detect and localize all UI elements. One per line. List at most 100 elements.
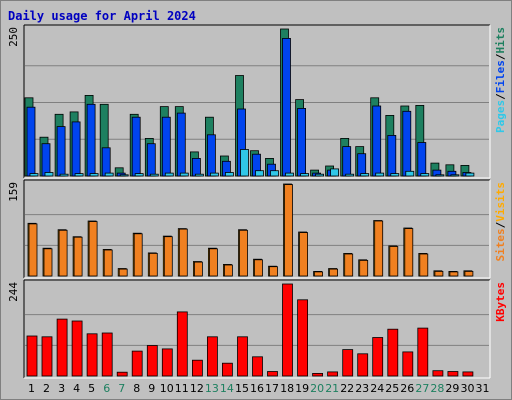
legend-item: / [494, 53, 507, 60]
bar-pages-day-9 [149, 173, 159, 177]
bar-files-day-1 [26, 106, 36, 177]
bar-pages-day-27 [420, 173, 430, 177]
bar-files-day-4 [71, 121, 81, 177]
bar-sites-day-11 [178, 228, 188, 277]
legend-item: / [494, 221, 507, 228]
panel-max-label: 250 [7, 27, 20, 47]
bar-sites-day-10 [163, 236, 173, 277]
x-tick-label: 7 [118, 382, 125, 395]
x-tick-label: 1 [28, 382, 35, 395]
x-tick-label: 23 [355, 382, 369, 395]
x-tick-label: 24 [370, 382, 384, 395]
x-tick-label: 4 [73, 382, 80, 395]
panel-max-label: 159 [7, 182, 20, 202]
bar-files-day-19 [297, 108, 307, 177]
bar-pages-day-24 [375, 172, 385, 177]
x-tick-label: 16 [250, 382, 264, 395]
bar-kbytes-day-29 [447, 371, 459, 377]
bar-kbytes-day-3 [56, 318, 68, 377]
bar-sites-day-18 [284, 184, 293, 277]
bar-pages-day-15 [240, 149, 249, 177]
bar-files-day-24 [372, 105, 382, 177]
bar-kbytes-day-28 [432, 370, 444, 377]
bar-sites-day-3 [58, 229, 68, 277]
bar-sites-day-12 [193, 261, 203, 277]
bar-sites-day-1 [28, 223, 38, 277]
bar-kbytes-day-15 [237, 336, 248, 377]
bar-files-day-10 [161, 116, 171, 177]
bar-files-day-25 [387, 134, 397, 177]
panel-legend: Pages/Files/Hits [494, 27, 507, 133]
bar-kbytes-day-8 [131, 350, 143, 377]
bar-files-day-2 [41, 143, 51, 177]
x-tick-label: 26 [400, 382, 414, 395]
bar-sites-day-30 [464, 270, 474, 277]
x-tick-label: 29 [445, 382, 459, 395]
bar-kbytes-day-20 [312, 372, 324, 377]
bar-pages-day-3 [59, 173, 69, 177]
bar-sites-day-27 [419, 253, 429, 277]
bar-sites-day-20 [314, 271, 324, 277]
x-tick-label: 31 [476, 382, 490, 395]
bar-sites-day-7 [118, 268, 128, 277]
x-tick-label: 8 [133, 382, 140, 395]
bar-sites-day-5 [88, 221, 98, 277]
bar-pages-day-28 [435, 174, 445, 177]
bar-files-day-23 [357, 153, 367, 177]
bar-pages-day-26 [405, 170, 415, 177]
bar-files-day-11 [176, 112, 186, 177]
legend-item: Visits [494, 182, 507, 222]
bar-sites-day-24 [374, 220, 384, 277]
bar-kbytes-day-23 [357, 353, 369, 377]
bar-pages-day-5 [89, 173, 99, 177]
bar-kbytes-day-27 [417, 327, 429, 377]
chart-title: Daily usage for April 2024 [8, 9, 196, 23]
panel-legend: KBytes [494, 282, 507, 322]
bar-sites-day-25 [389, 246, 399, 277]
legend-item: Sites [494, 228, 507, 261]
bar-kbytes-day-4 [71, 320, 83, 377]
x-tick-label: 21 [325, 382, 339, 395]
x-tick-label: 12 [190, 382, 204, 395]
bar-files-day-27 [417, 142, 427, 177]
panel-hits: 250 Pages/Files/Hits [7, 24, 507, 179]
legend-item: KBytes [494, 282, 507, 322]
bar-files-day-18 [282, 38, 291, 177]
bar-pages-day-1 [29, 173, 39, 177]
bar-files-day-9 [146, 143, 156, 177]
bar-files-day-3 [56, 126, 66, 177]
panel-kbytes: 244 KBytes [7, 279, 507, 379]
bar-files-day-12 [191, 157, 201, 177]
x-tick-label: 30 [461, 382, 475, 395]
bar-kbytes-day-26 [402, 351, 414, 377]
bar-kbytes-day-11 [176, 311, 188, 377]
x-tick-label: 20 [310, 382, 324, 395]
x-tick-label: 11 [175, 382, 189, 395]
bar-kbytes-day-25 [387, 328, 399, 377]
legend-item: / [494, 93, 507, 100]
bar-sites-day-13 [208, 248, 218, 277]
bar-files-day-22 [342, 146, 352, 177]
x-tick-label: 27 [415, 382, 429, 395]
bar-sites-day-14 [223, 264, 233, 277]
bar-sites-day-4 [73, 236, 83, 277]
bar-kbytes-day-6 [101, 332, 113, 377]
bar-sites-day-26 [404, 228, 414, 277]
series-pages [29, 149, 475, 177]
bar-sites-day-23 [359, 259, 369, 277]
bar-pages-day-21 [330, 168, 340, 177]
bar-pages-day-11 [179, 172, 189, 177]
x-tick-label: 28 [430, 382, 444, 395]
bar-sites-day-9 [148, 252, 158, 277]
bar-files-day-26 [402, 110, 412, 177]
bar-pages-day-8 [134, 173, 144, 177]
bar-sites-day-19 [299, 232, 309, 277]
bar-kbytes-day-10 [161, 348, 173, 377]
bar-kbytes-day-5 [86, 333, 98, 377]
bar-sites-day-22 [344, 253, 354, 277]
x-axis-labels: 1 2 3 4 5 6 7 8 9 10 11 12 13 14 15 16 17 18 19 20 21 22 23 24 2… [28, 382, 490, 395]
bar-sites-day-16 [254, 259, 263, 277]
bar-pages-day-30 [465, 172, 475, 177]
x-tick-label: 18 [280, 382, 294, 395]
